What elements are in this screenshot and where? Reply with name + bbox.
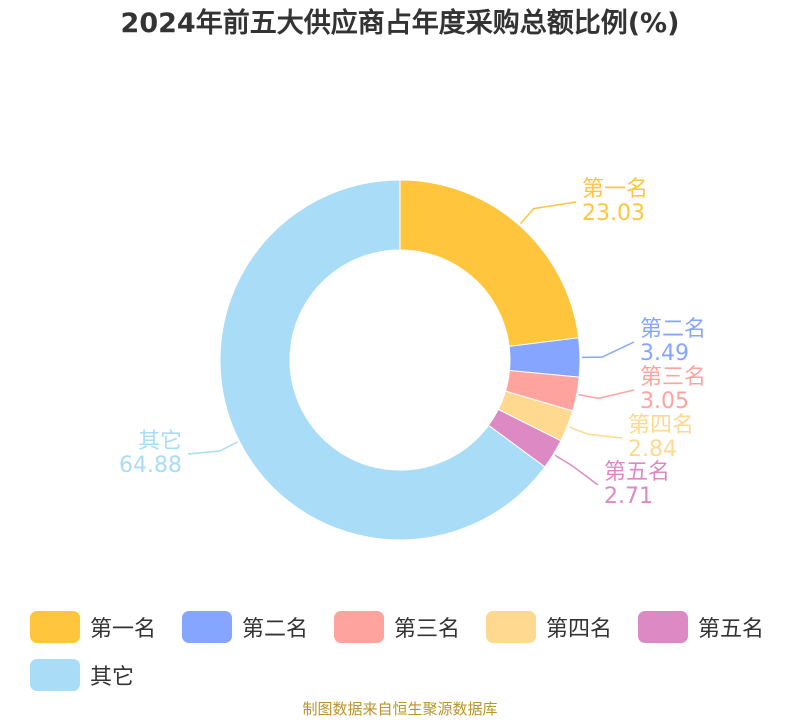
legend-swatch xyxy=(486,611,536,643)
legend-swatch xyxy=(182,611,232,643)
slice-6-name-label: 其它 xyxy=(138,429,182,454)
legend-label: 第三名 xyxy=(394,617,461,642)
slice-5-value-label: 2.71 xyxy=(604,484,653,509)
legend-label: 其它 xyxy=(90,665,135,690)
slice-5-name-label: 第五名 xyxy=(604,460,670,485)
slice-1-value-label: 23.03 xyxy=(582,201,645,226)
slice-6-leader-line xyxy=(187,441,238,455)
slice-4-leader-line xyxy=(568,426,623,439)
legend-item-3[interactable]: 第三名 xyxy=(334,610,486,644)
legend-item-6[interactable]: 其它 xyxy=(30,658,182,692)
legend-label: 第一名 xyxy=(90,617,157,642)
legend-label: 第二名 xyxy=(242,617,309,642)
slice-5-leader-line xyxy=(554,454,599,486)
legend-label: 第四名 xyxy=(546,617,613,642)
slice-2-leader-line xyxy=(581,341,635,359)
legend-item-2[interactable]: 第二名 xyxy=(182,610,334,644)
slice-3-value-label: 3.05 xyxy=(640,389,689,414)
chart-title: 2024年前五大供应商占年度采购总额比例(%) xyxy=(120,8,680,39)
slice-4-value-label: 2.84 xyxy=(628,437,677,462)
slice-2-name-label: 第二名 xyxy=(640,317,706,342)
slice-1-arc[interactable] xyxy=(399,179,580,347)
slice-1-leader-line xyxy=(519,201,577,225)
legend-label: 第五名 xyxy=(698,617,765,642)
slice-2-value-label: 3.49 xyxy=(640,341,689,366)
legend: 第一名 第二名 第三名 第四名 第五名其它 xyxy=(30,610,790,706)
legend-swatch xyxy=(638,611,688,643)
slice-6-value-label: 64.88 xyxy=(119,453,182,478)
legend-item-5[interactable]: 第五名 xyxy=(638,610,790,644)
slice-3-name-label: 第三名 xyxy=(640,365,706,390)
slice-3-leader-line xyxy=(578,389,635,400)
legend-item-1[interactable]: 第一名 xyxy=(30,610,182,644)
slice-4-name-label: 第四名 xyxy=(628,413,694,438)
source-note: 制图数据来自恒生聚源数据库 xyxy=(302,700,498,718)
label-leader-lines xyxy=(187,201,635,486)
slice-1-name-label: 第一名 xyxy=(582,177,648,202)
legend-swatch xyxy=(30,659,80,691)
legend-swatch xyxy=(334,611,384,643)
legend-swatch xyxy=(30,611,80,643)
donut-slices xyxy=(219,179,581,541)
legend-item-4[interactable]: 第四名 xyxy=(486,610,638,644)
slice-6-arc[interactable] xyxy=(219,179,546,541)
